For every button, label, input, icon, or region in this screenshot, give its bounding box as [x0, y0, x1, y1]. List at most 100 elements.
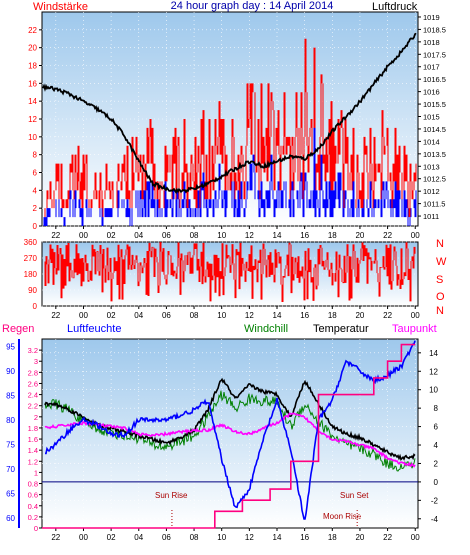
compass-label: N: [436, 305, 444, 317]
humidity-tick-label: 80: [6, 416, 15, 425]
pressure-tick-label: 1018: [423, 38, 440, 47]
humidity-tick-label: 60: [6, 514, 15, 523]
x-tick-label: 02: [107, 311, 116, 320]
chart-title: 24 hour graph day : 14 April 2014: [171, 0, 334, 12]
rain-tick-label: 1.6: [28, 435, 38, 444]
humidity-tick-label: 65: [6, 490, 15, 499]
humidity-series-line: [45, 340, 416, 520]
x-tick-label: 12: [245, 311, 254, 320]
rain-label: Regen: [2, 323, 34, 335]
humidity-label: Luftfeuchte: [67, 323, 121, 335]
humidity-tick-label: 95: [6, 342, 15, 351]
pressure-series-line: [42, 32, 417, 195]
x-tick-label: 12: [245, 533, 254, 542]
sun-rise-label: Sun Rise: [155, 491, 188, 500]
x-tick-label: 00: [79, 533, 88, 542]
pressure-tick-label: 1016: [423, 88, 440, 97]
rain-series-line: [42, 343, 416, 529]
temp-tick-label: 2: [434, 459, 439, 468]
sun-set-label: Sun Set: [340, 491, 369, 500]
temp-tick-label: 0: [434, 478, 439, 487]
pressure-tick-label: 1019: [423, 13, 440, 22]
rain-tick-label: 2.8: [28, 368, 38, 377]
temp-tick-label: 4: [434, 441, 439, 450]
x-tick-label: 16: [300, 533, 309, 542]
dewpoint-label: Taupunkt: [392, 323, 437, 335]
x-tick-label: 04: [134, 311, 143, 320]
direction-tick-label: 0: [33, 302, 38, 311]
wind-tick-label: 10: [28, 133, 37, 142]
wind-tick-label: 12: [28, 115, 37, 124]
direction-tick-label: 360: [24, 238, 38, 247]
x-tick-label: 00: [411, 533, 420, 542]
x-tick-label: 02: [107, 533, 116, 542]
x-tick-label: 18: [328, 311, 337, 320]
x-tick-label: 08: [190, 533, 199, 542]
x-tick-label: 22: [383, 311, 392, 320]
x-tick-label: 22: [51, 533, 60, 542]
rain-tick-label: 3: [34, 357, 38, 366]
rain-tick-label: 2.6: [28, 379, 38, 388]
x-tick-label: 02: [107, 231, 116, 240]
x-tick-label: 14: [273, 311, 282, 320]
x-tick-label: 22: [383, 231, 392, 240]
wind-tick-label: 16: [28, 79, 37, 88]
x-tick-label: 14: [273, 231, 282, 240]
wind-tick-label: 8: [33, 151, 38, 160]
rain-tick-label: 1: [34, 468, 38, 477]
x-tick-label: 08: [190, 231, 199, 240]
rain-tick-label: 0.4: [28, 502, 38, 511]
temp-tick-label: -4: [431, 515, 439, 524]
x-tick-label: 22: [51, 231, 60, 240]
rain-tick-label: 2: [34, 413, 38, 422]
compass-label: S: [436, 274, 443, 286]
dewpoint-series-line: [44, 412, 416, 468]
wind-tick-label: 6: [33, 169, 38, 178]
humidity-tick-label: 70: [6, 465, 15, 474]
compass-label: O: [436, 291, 445, 303]
wind-tick-label: 2: [33, 204, 38, 213]
rain-tick-label: 0.6: [28, 491, 38, 500]
pressure-tick-label: 1013.5: [423, 150, 446, 159]
x-tick-label: 14: [273, 533, 282, 542]
temp-tick-label: 12: [429, 367, 438, 376]
x-tick-label: 10: [217, 533, 226, 542]
direction-tick-label: 270: [24, 254, 38, 263]
x-tick-label: 00: [411, 311, 420, 320]
x-tick-label: 20: [355, 231, 364, 240]
x-tick-label: 20: [355, 311, 364, 320]
rain-tick-label: 1.4: [28, 446, 38, 455]
temperature-label: Temperatur: [313, 323, 369, 335]
compass-label: N: [436, 238, 444, 250]
rain-tick-label: 0: [34, 524, 38, 533]
wind-axis-label: Windstärke: [33, 1, 88, 13]
temp-tick-label: -2: [431, 496, 439, 505]
pressure-tick-label: 1017: [423, 63, 440, 72]
temp-tick-label: 14: [429, 349, 438, 358]
rain-tick-label: 0.2: [28, 513, 38, 522]
x-tick-label: 20: [355, 533, 364, 542]
x-tick-label: 06: [162, 311, 171, 320]
wind-tick-label: 18: [28, 62, 37, 71]
x-tick-label: 12: [245, 231, 254, 240]
pressure-tick-label: 1015.5: [423, 100, 446, 109]
pressure-tick-label: 1015: [423, 113, 440, 122]
direction-tick-label: 90: [28, 286, 37, 295]
pressure-tick-label: 1014: [423, 137, 440, 146]
pressure-tick-label: 1017.5: [423, 50, 446, 59]
windchill-series-line: [44, 390, 416, 472]
pressure-tick-label: 1011.5: [423, 200, 445, 209]
x-tick-label: 22: [383, 533, 392, 542]
x-tick-label: 04: [134, 533, 143, 542]
rain-tick-label: 1.2: [28, 457, 38, 466]
wind-tick-label: 4: [33, 186, 38, 195]
humidity-tick-label: 75: [6, 441, 15, 450]
humidity-tick-label: 90: [6, 367, 15, 376]
temp-tick-label: 8: [434, 404, 439, 413]
moon-rise-label: Moon Rise: [323, 512, 362, 521]
x-tick-label: 16: [300, 231, 309, 240]
wind-tick-label: 0: [33, 222, 38, 231]
pressure-tick-label: 1014.5: [423, 125, 446, 134]
x-tick-label: 06: [162, 231, 171, 240]
x-tick-label: 10: [217, 311, 226, 320]
